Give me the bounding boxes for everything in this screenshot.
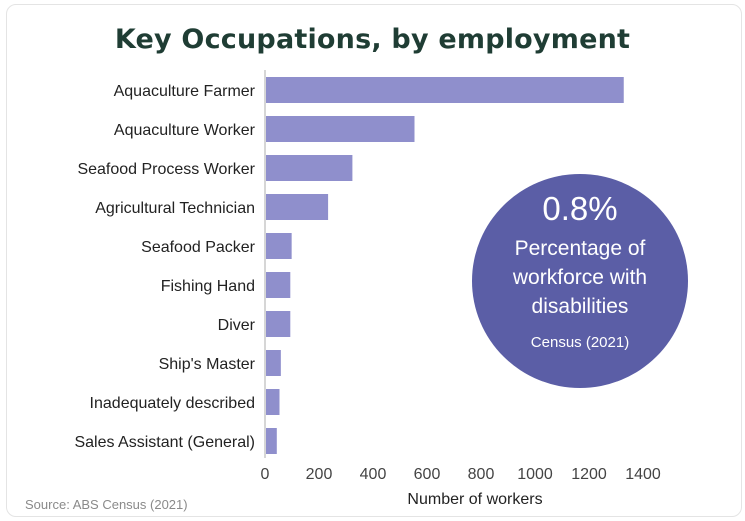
category-label: Aquaculture Worker [114, 122, 256, 139]
bar [266, 77, 624, 103]
x-tick-label: 1400 [625, 466, 661, 483]
x-axis-label: Number of workers [407, 491, 542, 508]
stat-label: Percentage of workforce with disabilitie… [512, 237, 648, 318]
x-tick-label: 800 [468, 466, 495, 483]
bars-group [266, 77, 624, 454]
x-tick-labels: 0 200 400 600 800 1000 1200 1400 [261, 466, 661, 483]
bar [266, 428, 277, 454]
stat-value: 0.8% [542, 190, 618, 227]
bar [266, 311, 291, 337]
category-label: Seafood Packer [141, 239, 256, 256]
x-tick-label: 600 [414, 466, 441, 483]
category-label: Diver [218, 317, 256, 334]
x-tick-label: 400 [360, 466, 387, 483]
x-tick-label: 1000 [517, 466, 553, 483]
bar [266, 116, 415, 142]
chart-title: Key Occupations, by employment [114, 24, 631, 55]
category-label: Aquaculture Farmer [114, 83, 256, 100]
disability-stat-circle: 0.8% Percentage of workforce with disabi… [472, 174, 688, 388]
source-note: Source: ABS Census (2021) [25, 497, 188, 512]
category-label: Inadequately described [90, 395, 255, 412]
bar [266, 233, 292, 259]
bar [266, 389, 280, 415]
category-label: Fishing Hand [161, 278, 255, 295]
x-tick-label: 200 [306, 466, 333, 483]
category-label: Seafood Process Worker [77, 161, 255, 178]
bar [266, 272, 291, 298]
category-label: Ship's Master [159, 356, 256, 373]
bar [266, 194, 329, 220]
bar [266, 350, 281, 376]
stat-note: Census (2021) [530, 334, 630, 351]
category-labels: Aquaculture Farmer Aquaculture Worker Seaf… [74, 83, 255, 451]
bar [266, 155, 353, 181]
x-tick-label: 1200 [571, 466, 607, 483]
category-label: Agricultural Technician [95, 200, 255, 217]
category-label: Sales Assistant (General) [74, 434, 255, 451]
x-tick-label: 0 [261, 466, 270, 483]
